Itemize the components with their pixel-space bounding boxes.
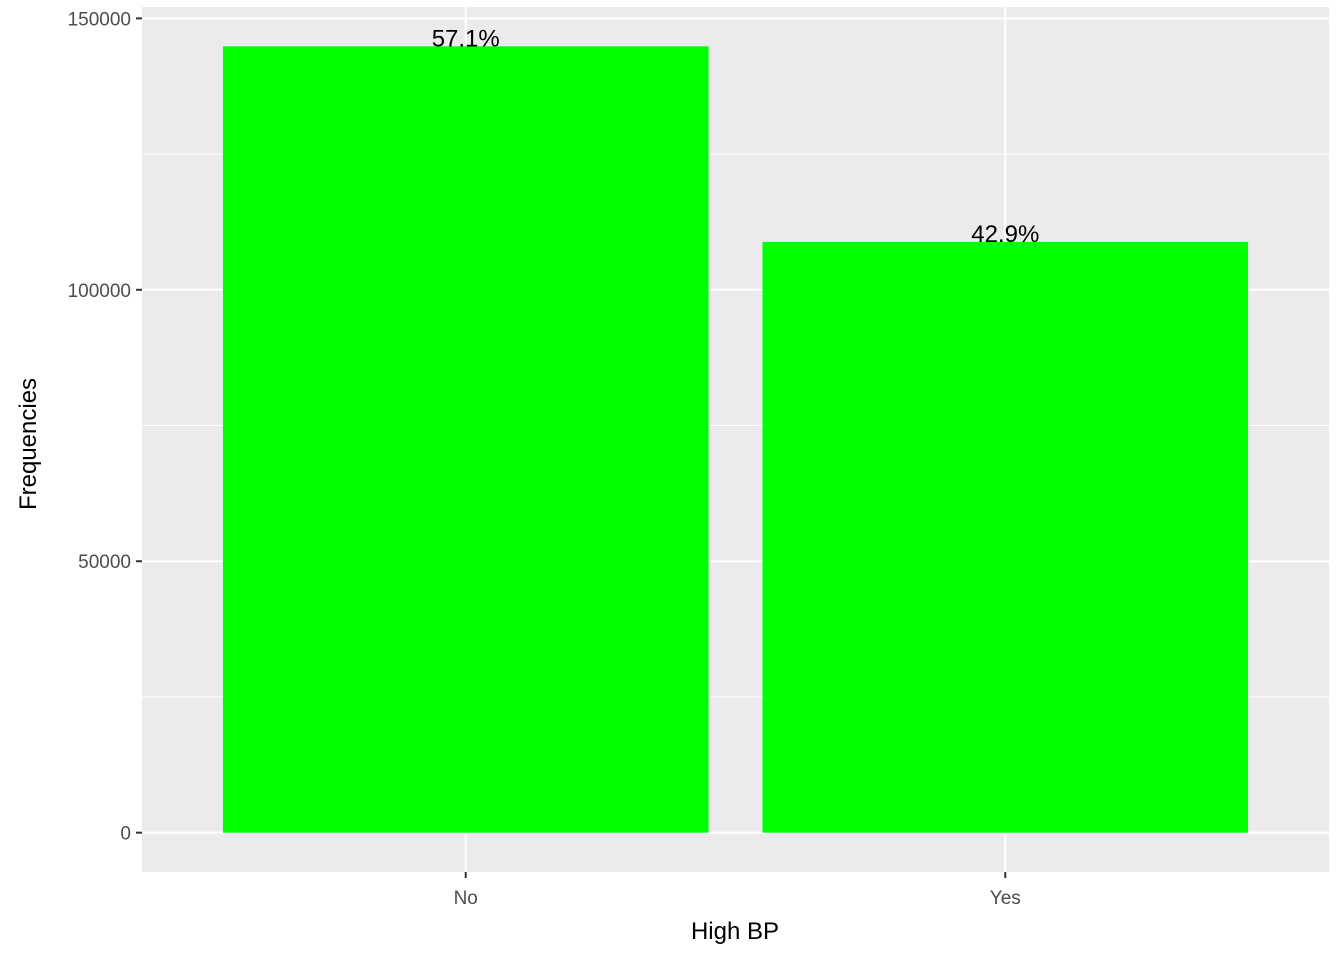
y-tick-label: 150000 bbox=[68, 9, 131, 30]
x-tick-label: Yes bbox=[990, 888, 1021, 909]
bar bbox=[222, 46, 709, 833]
x-axis-title: High BP bbox=[691, 918, 779, 945]
x-tick-label: No bbox=[454, 888, 478, 909]
bar bbox=[762, 241, 1249, 833]
y-tick-label: 50000 bbox=[78, 552, 131, 573]
y-axis-title: Frequencies bbox=[15, 378, 42, 510]
x-axis: No Yes bbox=[454, 872, 1021, 909]
bar-data-label: 42.9% bbox=[971, 221, 1039, 248]
bar-labels: 57.1% 42.9% bbox=[432, 25, 1040, 248]
bars bbox=[222, 46, 1249, 833]
y-tick-label: 0 bbox=[120, 824, 131, 845]
bar-data-label: 57.1% bbox=[432, 25, 500, 52]
y-tick-label: 100000 bbox=[68, 281, 131, 302]
y-axis: 0 50000 100000 150000 bbox=[68, 9, 142, 845]
